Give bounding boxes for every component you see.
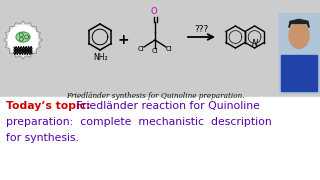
Bar — [279, 13, 319, 93]
Text: Cl: Cl — [152, 48, 158, 54]
Text: NH₂: NH₂ — [94, 53, 108, 62]
Text: Friedländer reaction for Quinoline: Friedländer reaction for Quinoline — [73, 101, 260, 111]
Polygon shape — [4, 21, 42, 59]
Text: Friedländer synthesis for Quinoline preparation.: Friedländer synthesis for Quinoline prep… — [66, 92, 244, 100]
Polygon shape — [289, 19, 309, 27]
Text: Cl: Cl — [166, 46, 172, 52]
Text: for synthesis.: for synthesis. — [6, 133, 79, 143]
Text: Cl: Cl — [138, 46, 144, 52]
Bar — [0, 97, 320, 180]
Polygon shape — [16, 32, 30, 42]
Text: Today’s topic:: Today’s topic: — [6, 101, 91, 111]
Bar — [0, 0, 320, 97]
Text: preparation:  complete  mechanistic  description: preparation: complete mechanistic descri… — [6, 117, 272, 127]
Polygon shape — [8, 25, 38, 55]
Text: N: N — [252, 39, 258, 48]
Bar — [281, 55, 317, 91]
Text: ???: ??? — [194, 24, 208, 33]
Text: O: O — [151, 8, 157, 17]
Polygon shape — [289, 22, 309, 48]
Text: +: + — [117, 33, 129, 47]
